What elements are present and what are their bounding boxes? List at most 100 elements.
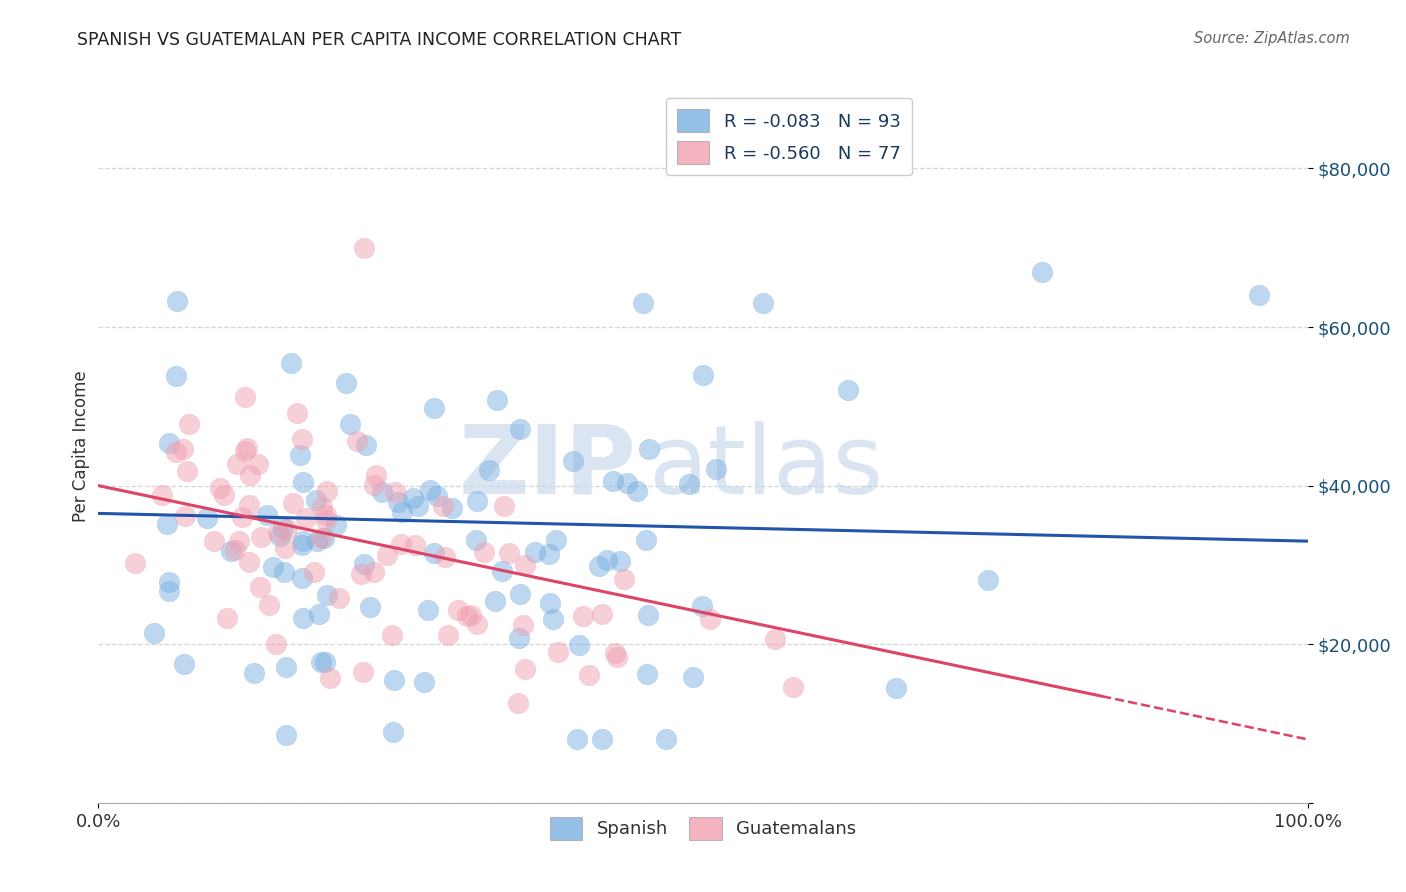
Point xyxy=(384,484,406,499)
Point xyxy=(236,441,259,455)
Point xyxy=(290,448,312,462)
Point xyxy=(316,588,339,602)
Point xyxy=(176,464,198,478)
Point xyxy=(221,543,243,558)
Point xyxy=(976,574,998,588)
Point xyxy=(249,580,271,594)
Point xyxy=(699,612,721,626)
Point xyxy=(217,610,239,624)
Point xyxy=(523,545,546,559)
Point xyxy=(177,417,200,431)
Point xyxy=(465,617,488,632)
Point xyxy=(486,392,509,407)
Point xyxy=(269,529,291,543)
Point xyxy=(325,518,347,533)
Point xyxy=(418,602,440,616)
Point xyxy=(638,442,661,456)
Point xyxy=(423,401,446,415)
Point xyxy=(235,443,257,458)
Point xyxy=(239,467,262,482)
Point xyxy=(267,524,290,539)
Point xyxy=(276,522,298,536)
Point xyxy=(273,541,295,555)
Point xyxy=(655,732,678,747)
Point xyxy=(508,696,530,710)
Point xyxy=(484,594,506,608)
Point xyxy=(636,666,658,681)
Point xyxy=(456,609,478,624)
Point xyxy=(538,596,561,610)
Point xyxy=(692,368,714,382)
Point xyxy=(273,565,295,579)
Point xyxy=(562,454,585,468)
Point xyxy=(231,510,253,524)
Point xyxy=(387,495,409,509)
Point xyxy=(588,559,610,574)
Point xyxy=(165,368,187,383)
Point xyxy=(281,496,304,510)
Point xyxy=(478,463,501,477)
Point xyxy=(447,603,470,617)
Point xyxy=(491,564,513,578)
Point xyxy=(225,457,247,471)
Point xyxy=(591,732,613,747)
Point xyxy=(309,655,332,669)
Text: SPANISH VS GUATEMALAN PER CAPITA INCOME CORRELATION CHART: SPANISH VS GUATEMALAN PER CAPITA INCOME … xyxy=(77,31,682,49)
Point xyxy=(509,587,531,601)
Point xyxy=(292,475,315,489)
Point xyxy=(165,445,187,459)
Point xyxy=(606,650,628,665)
Point xyxy=(350,567,373,582)
Point xyxy=(437,628,460,642)
Point xyxy=(212,488,235,502)
Point xyxy=(259,598,281,612)
Point xyxy=(243,665,266,680)
Point xyxy=(389,537,412,551)
Point xyxy=(544,533,567,548)
Point xyxy=(224,543,246,558)
Point xyxy=(752,296,775,310)
Point xyxy=(426,489,449,503)
Point xyxy=(382,725,405,739)
Point xyxy=(250,531,273,545)
Point xyxy=(204,534,226,549)
Point xyxy=(626,483,648,498)
Point xyxy=(595,553,617,567)
Point xyxy=(228,533,250,548)
Point xyxy=(404,538,426,552)
Point xyxy=(578,668,600,682)
Point xyxy=(492,499,515,513)
Point xyxy=(375,548,398,562)
Text: atlas: atlas xyxy=(648,421,884,514)
Point xyxy=(464,533,486,547)
Point xyxy=(513,662,536,676)
Point xyxy=(280,356,302,370)
Point xyxy=(309,531,332,545)
Point xyxy=(238,498,260,512)
Point xyxy=(406,499,429,513)
Point xyxy=(264,637,287,651)
Point xyxy=(271,521,294,535)
Point xyxy=(308,607,330,621)
Point xyxy=(157,584,180,599)
Point xyxy=(302,565,325,579)
Point xyxy=(1031,264,1053,278)
Point xyxy=(291,538,314,552)
Point xyxy=(172,442,194,456)
Point xyxy=(363,565,385,579)
Point xyxy=(460,607,482,622)
Point xyxy=(370,485,392,500)
Point xyxy=(315,513,337,527)
Point xyxy=(631,296,654,310)
Point xyxy=(315,508,337,522)
Point xyxy=(295,511,318,525)
Point xyxy=(412,674,434,689)
Point xyxy=(472,545,495,559)
Point xyxy=(346,434,368,449)
Point xyxy=(391,505,413,519)
Point xyxy=(143,626,166,640)
Point xyxy=(419,483,441,498)
Point xyxy=(256,508,278,522)
Point xyxy=(174,509,197,524)
Point xyxy=(157,435,180,450)
